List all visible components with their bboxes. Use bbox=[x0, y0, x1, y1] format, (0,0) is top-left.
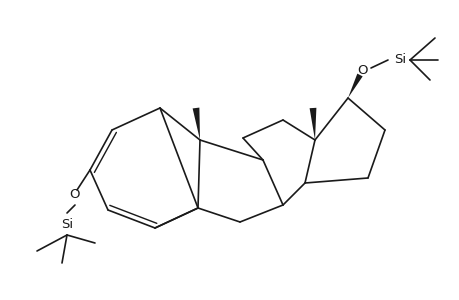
Text: Si: Si bbox=[61, 218, 73, 232]
Text: O: O bbox=[70, 188, 80, 202]
Text: Si: Si bbox=[393, 52, 405, 65]
Polygon shape bbox=[309, 108, 316, 140]
Text: O: O bbox=[357, 64, 368, 76]
Polygon shape bbox=[192, 108, 200, 140]
Polygon shape bbox=[347, 74, 362, 98]
